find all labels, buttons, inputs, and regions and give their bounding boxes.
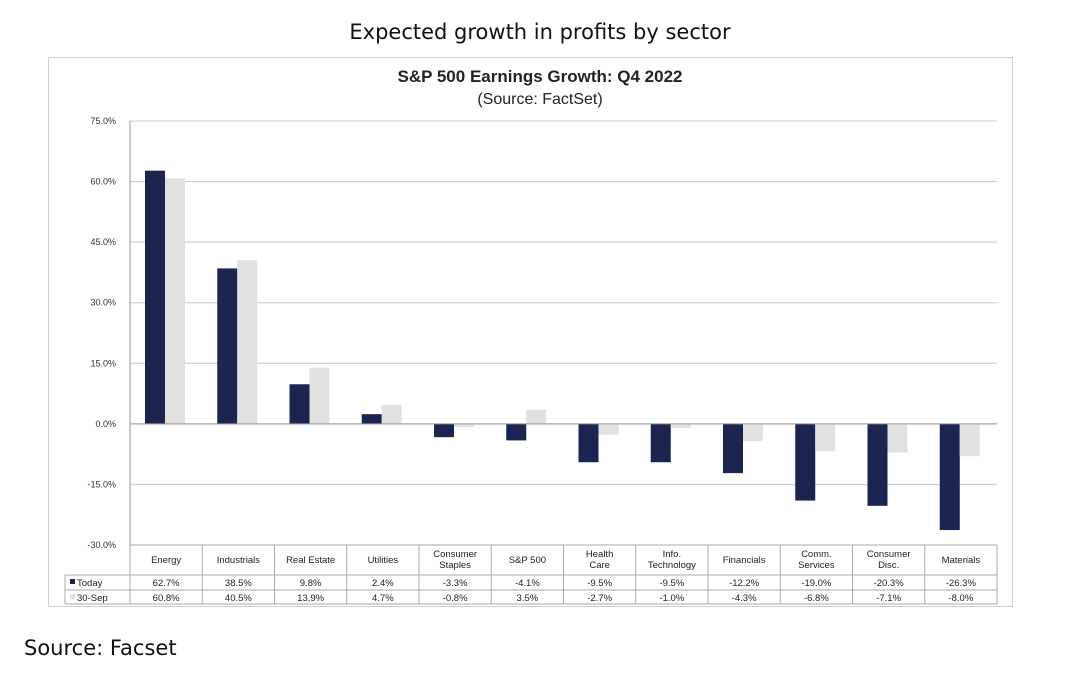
data-label: 4.7% <box>372 593 394 604</box>
data-label: -4.1% <box>515 578 540 589</box>
data-label: -26.3% <box>946 578 977 589</box>
data-label: -9.5% <box>659 578 684 589</box>
data-label: 38.5% <box>225 578 252 589</box>
data-label: -4.3% <box>732 593 757 604</box>
category-label: Care <box>589 560 610 571</box>
bar-30-sep-8 <box>743 423 763 442</box>
chart-frame <box>48 57 1013 607</box>
bar-today-11 <box>939 423 960 531</box>
bar-today-6 <box>578 423 599 463</box>
y-tick-label: 45.0% <box>90 237 116 247</box>
category-label: Energy <box>151 555 181 566</box>
page-title: Expected growth in profits by sector <box>349 20 731 44</box>
y-tick-label: 60.0% <box>90 177 116 187</box>
data-label: 60.8% <box>153 593 180 604</box>
bar-today-9 <box>795 423 816 501</box>
category-label: Consumer <box>867 549 911 560</box>
data-label: 40.5% <box>225 593 252 604</box>
bar-today-10 <box>867 423 888 506</box>
y-tick-label: 15.0% <box>90 358 116 368</box>
chart-title: S&P 500 Earnings Growth: Q4 2022 <box>397 67 682 86</box>
category-label: Real Estate <box>286 555 335 566</box>
bar-today-0 <box>145 170 165 424</box>
y-tick-label: 30.0% <box>90 298 116 308</box>
bar-30-sep-1 <box>237 260 258 424</box>
y-tick-label: -30.0% <box>87 540 116 550</box>
data-label: -19.0% <box>801 578 832 589</box>
bar-today-4 <box>434 423 454 438</box>
data-label: -6.8% <box>804 593 829 604</box>
bar-today-1 <box>217 268 238 424</box>
data-label: 2.4% <box>372 578 394 589</box>
y-tick-label: 75.0% <box>90 116 116 126</box>
bar-today-3 <box>361 414 382 424</box>
data-label: 13.9% <box>297 593 324 604</box>
chart-subtitle: (Source: FactSet) <box>477 91 602 108</box>
source-label: Source: <box>24 636 104 660</box>
y-tick-label: 0.0% <box>95 419 116 429</box>
category-label: Staples <box>439 560 471 571</box>
bar-30-sep-0 <box>165 178 185 424</box>
data-label: 9.8% <box>300 578 322 589</box>
bar-today-7 <box>650 423 671 463</box>
legend-swatch-today <box>70 579 75 584</box>
data-label: -2.7% <box>587 593 612 604</box>
data-label: -12.2% <box>729 578 760 589</box>
data-label: -1.0% <box>659 593 684 604</box>
legend-label: 30-Sep <box>77 593 108 604</box>
data-label: -9.5% <box>587 578 612 589</box>
data-label: -3.3% <box>443 578 468 589</box>
bar-today-2 <box>289 384 310 424</box>
category-label: Industrials <box>217 555 261 566</box>
bar-30-sep-5 <box>526 409 547 424</box>
category-label: Utilities <box>368 555 399 566</box>
legend-label: Today <box>77 578 103 589</box>
y-tick-label: -15.0% <box>87 479 116 489</box>
data-label: 62.7% <box>153 578 180 589</box>
bar-30-sep-9 <box>815 423 836 452</box>
category-label: Technology <box>648 560 696 571</box>
bar-30-sep-3 <box>381 404 402 424</box>
legend-swatch-30-sep <box>70 594 75 599</box>
data-label: -20.3% <box>874 578 905 589</box>
bar-30-sep-10 <box>887 423 908 453</box>
bar-today-5 <box>506 423 527 441</box>
category-label: Services <box>798 560 835 571</box>
category-label: Disc. <box>878 560 899 571</box>
data-label: -0.8% <box>443 593 468 604</box>
bar-30-sep-7 <box>670 423 691 428</box>
source-note: Source: Facset <box>24 636 177 660</box>
data-label: -8.0% <box>948 593 973 604</box>
bar-today-8 <box>723 423 743 474</box>
bar-30-sep-6 <box>598 423 619 435</box>
data-label: 3.5% <box>517 593 539 604</box>
bar-30-sep-4 <box>454 423 474 428</box>
data-label: -7.1% <box>876 593 901 604</box>
category-label: Consumer <box>433 549 477 560</box>
bar-30-sep-2 <box>309 367 330 424</box>
source-value: Facset <box>109 636 177 660</box>
category-label: Info. <box>663 549 682 560</box>
bar-30-sep-11 <box>959 423 980 457</box>
category-label: Financials <box>723 555 766 566</box>
category-label: Health <box>586 549 613 560</box>
category-label: Materials <box>942 555 981 566</box>
category-label: Comm. <box>801 549 832 560</box>
category-label: S&P 500 <box>509 555 546 566</box>
